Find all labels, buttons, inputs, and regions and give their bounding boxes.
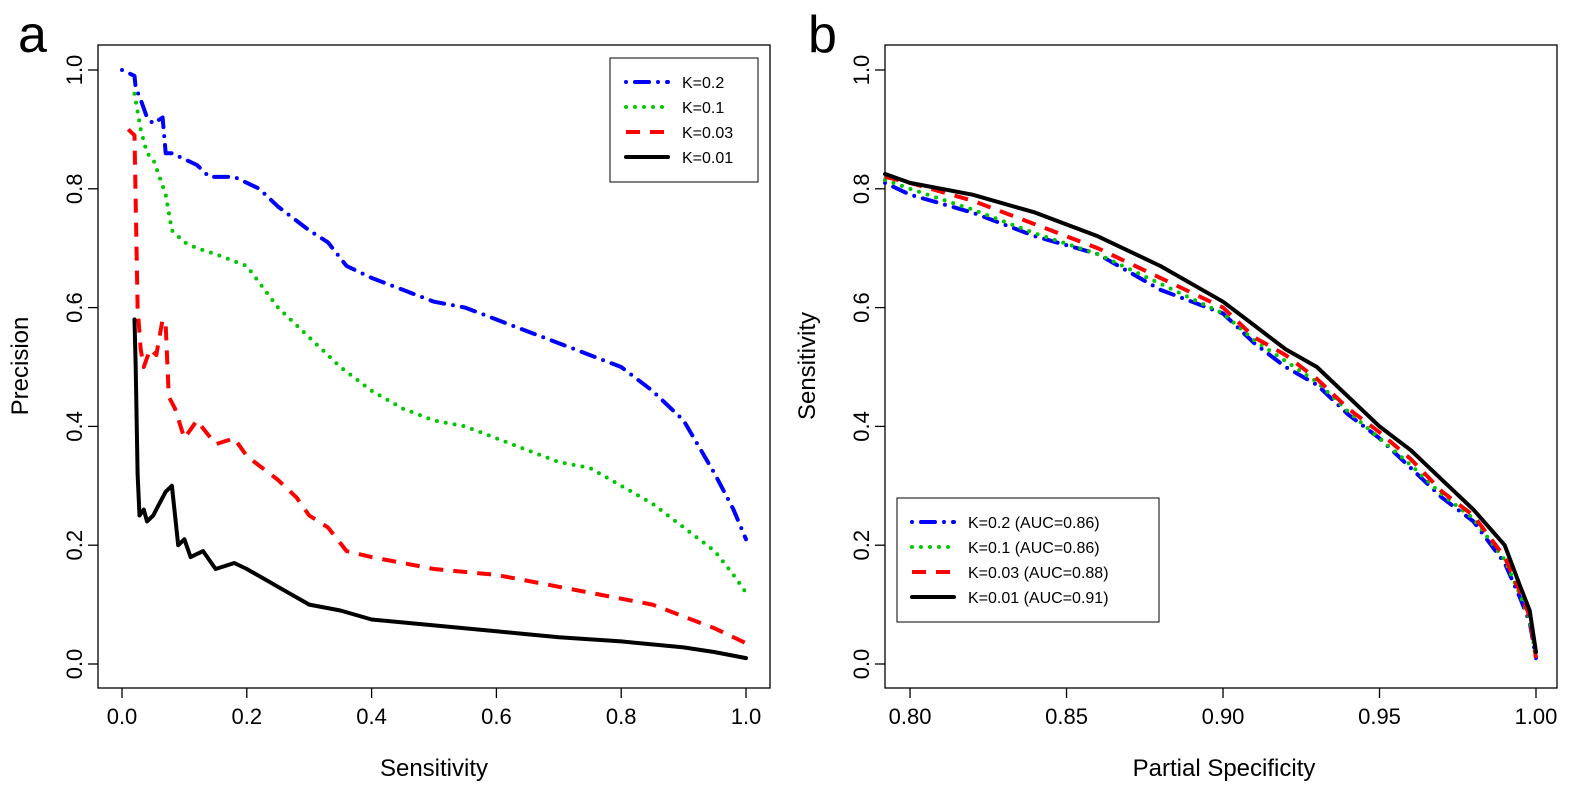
panel-b-legend-box [896, 497, 1160, 623]
panel-a-legend-label-1: K=0.1 [682, 100, 724, 117]
panel-b-legend-label-3: K=0.01 (AUC=0.91) [968, 590, 1109, 607]
panel-b-x-tick-label: 0.95 [1358, 704, 1401, 729]
panel-a-lines [120, 68, 748, 661]
panel-b-y-tick-label: 0.4 [849, 411, 874, 442]
panel-a-plot-frame [97, 44, 771, 689]
panel-b-legend-label-1: K=0.1 (AUC=0.86) [968, 540, 1100, 557]
panel-b-x-axis-title: Partial Specificity [1133, 755, 1316, 782]
panel-a-x-tick-label: 0.6 [481, 704, 512, 729]
panel-a-ticks: 0.0 0.2 0.4 0.6 0.8 1.0 0.0 0.2 0.4 0.6 0.8 1.0 [62, 55, 761, 729]
panel-a-y-tick-label: 0.2 [62, 530, 87, 561]
panel-b-x-tick-label: 0.90 [1202, 704, 1245, 729]
panel-a-legend-label-2: K=0.03 [682, 125, 733, 142]
panel-a-legend-label-3: K=0.01 [682, 150, 733, 167]
panel-b-ticks: 0.80 0.85 0.90 0.95 1.00 0.0 0.2 0.4 0.6 0.8 1.0 [849, 55, 1558, 729]
panel-a-y-axis-title: Precision [7, 317, 34, 416]
panel-b-y-tick-label: 0.0 [849, 649, 874, 680]
panel-b-x-tick-label: 0.80 [889, 704, 932, 729]
panel-a-x-axis-title: Sensitivity [380, 755, 488, 782]
panel-a: a 0.0 0.2 0.4 0.6 0.8 1.0 0.0 0.2 0.4 0.6 0.8 1.0 S… [7, 6, 771, 782]
panel-a-legend-label-0: K=0.2 [682, 75, 724, 92]
panel-b-y-tick-label: 1.0 [849, 55, 874, 86]
panel-a-y-tick-label: 0.0 [62, 649, 87, 680]
panel-a-y-tick-label: 1.0 [62, 55, 87, 86]
panel-b-series-line-3 [883, 172, 1538, 655]
panel-a-legend-box [609, 57, 759, 183]
panel-b-legend-label-2: K=0.03 (AUC=0.88) [968, 565, 1109, 582]
panel-b-y-axis-title: Sensitivity [794, 312, 821, 420]
panel-a-x-tick-label: 0.0 [107, 704, 138, 729]
panel-b: b 0.80 0.85 0.90 0.95 1.00 0.0 0.2 0.4 0.6 0.8 1.0… [794, 6, 1558, 782]
panel-b-plot-frame [884, 44, 1558, 689]
panel-a-series-line-0 [120, 68, 748, 542]
panel-b-series-line-2 [884, 174, 1538, 659]
panel-b-label: b [808, 6, 837, 64]
panel-a-x-tick-label: 0.8 [606, 704, 637, 729]
panel-b-y-tick-label: 0.2 [849, 530, 874, 561]
panel-a-x-tick-label: 0.4 [356, 704, 387, 729]
panel-b-x-tick-label: 1.00 [1515, 704, 1558, 729]
panel-b-series-line-0 [883, 180, 1538, 661]
panel-a-series-line-2 [126, 127, 747, 646]
panel-b-lines [883, 172, 1538, 661]
panel-a-y-tick-label: 0.8 [62, 174, 87, 205]
panel-b-x-tick-label: 0.85 [1045, 704, 1088, 729]
panel-a-series-line-1 [132, 91, 748, 595]
panel-b-y-tick-label: 0.6 [849, 292, 874, 323]
panel-b-legend-label-0: K=0.2 (AUC=0.86) [968, 515, 1100, 532]
panel-a-series-line-3 [132, 317, 748, 661]
panel-a-y-tick-label: 0.4 [62, 411, 87, 442]
panel-a-label: a [18, 6, 47, 64]
panel-a-x-tick-label: 1.0 [731, 704, 762, 729]
panel-a-y-tick-label: 0.6 [62, 292, 87, 323]
panel-b-y-tick-label: 0.8 [849, 174, 874, 205]
panel-b-legend: K=0.2 (AUC=0.86) K=0.1 (AUC=0.86) K=0.03 (… [896, 497, 1160, 623]
panel-a-legend: K=0.2 K=0.1 K=0.03 K=0.01 [609, 57, 759, 183]
panel-a-x-tick-label: 0.2 [232, 704, 263, 729]
